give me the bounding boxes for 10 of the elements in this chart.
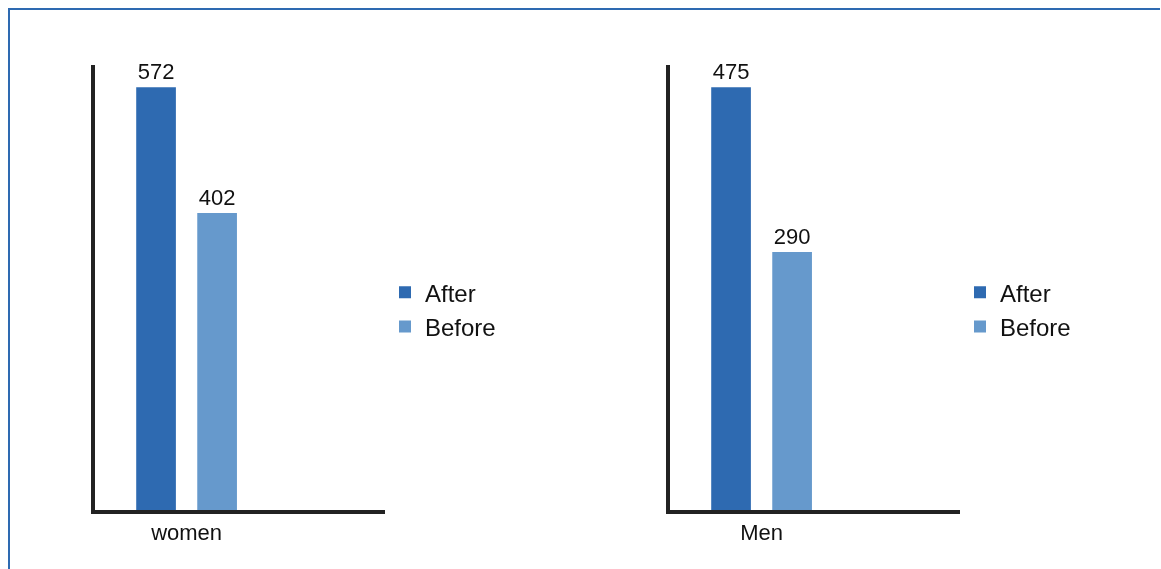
legend-label: After bbox=[425, 279, 476, 307]
data-label: 475 bbox=[712, 59, 750, 85]
legend-label: After bbox=[1000, 279, 1051, 307]
data-label: 572 bbox=[137, 59, 175, 85]
data-label: 402 bbox=[198, 184, 236, 210]
data-label: 290 bbox=[773, 223, 811, 249]
x-tick-label: Men bbox=[740, 520, 783, 546]
legend-label: Before bbox=[1000, 313, 1071, 341]
x-tick-label: women bbox=[150, 520, 223, 546]
legend-label: Before bbox=[425, 313, 496, 341]
